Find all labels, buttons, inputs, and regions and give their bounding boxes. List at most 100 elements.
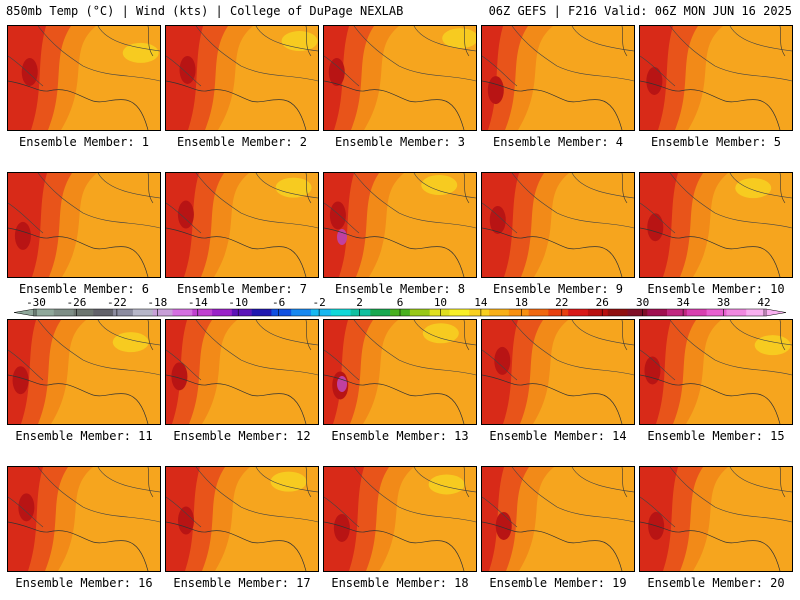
colorbar-swatch	[686, 309, 707, 316]
ensemble-member-label: Ensemble Member: 8	[334, 282, 466, 296]
ensemble-map-panel	[481, 172, 635, 278]
ensemble-map-panel	[165, 319, 319, 425]
ensemble-map-panel	[639, 466, 793, 572]
ensemble-member-label: Ensemble Member: 20	[647, 576, 785, 590]
ensemble-map-panel	[165, 466, 319, 572]
colorbar-tick-label: 42	[757, 296, 770, 309]
colorbar-swatch	[469, 309, 490, 316]
colorbar-swatch	[370, 309, 391, 316]
colorbar-tick-label: -2	[312, 296, 325, 309]
ensemble-member-label: Ensemble Member: 11	[15, 429, 153, 443]
colorbar-tick-label: -18	[147, 296, 167, 309]
ensemble-map-panel	[481, 319, 635, 425]
colorbar-swatch	[192, 309, 213, 316]
colorbar-swatch	[587, 309, 609, 316]
colorbar-tick-label: -14	[188, 296, 208, 309]
ensemble-member-label: Ensemble Member: 14	[489, 429, 627, 443]
ensemble-map-panel	[7, 319, 161, 425]
colorbar-swatch	[330, 309, 351, 316]
ensemble-map-panel	[323, 172, 477, 278]
colorbar-swatch	[528, 309, 549, 316]
ensemble-member-label: Ensemble Member: 19	[489, 576, 627, 590]
colorbar-swatch	[93, 309, 114, 316]
colorbar-tick-label: -22	[107, 296, 127, 309]
colorbar-tick-label: 38	[717, 296, 730, 309]
colorbar-swatch	[271, 309, 292, 316]
temperature-colorbar: -30 -26 -22 -18 -14 -10 -6 -2 2 6 10 14 18 22 26 30 34 38…	[13, 296, 787, 317]
ensemble-member-label: Ensemble Member: 4	[492, 135, 624, 149]
colorbar-tick-label: -30	[26, 296, 46, 309]
ensemble-map-panel	[7, 172, 161, 278]
ensemble-map-panel	[323, 319, 477, 425]
colorbar-swatch	[429, 309, 450, 316]
colorbar-low-arrow	[13, 308, 35, 317]
colorbar-high-arrow	[765, 308, 787, 317]
ensemble-member-label: Ensemble Member: 7	[176, 282, 308, 296]
ensemble-member-label: Ensemble Member: 9	[492, 282, 624, 296]
run-valid-time: 06Z GEFS | F216 Valid: 06Z MON JUN 16 20…	[488, 4, 792, 18]
colorbar-swatch	[291, 309, 312, 316]
colorbar-swatch	[726, 309, 747, 316]
ensemble-member-label: Ensemble Member: 16	[15, 576, 153, 590]
colorbar-swatch	[172, 309, 193, 316]
colorbar-swatch	[231, 309, 252, 316]
ensemble-member-label: Ensemble Member: 15	[647, 429, 785, 443]
colorbar-tick-label: -10	[228, 296, 248, 309]
colorbar-swatch	[647, 309, 668, 316]
colorbar-swatch	[132, 309, 154, 316]
ensemble-map-panel	[7, 466, 161, 572]
colorbar-swatch	[706, 309, 727, 316]
ensemble-member-label: Ensemble Member: 2	[176, 135, 308, 149]
colorbar-swatch	[212, 309, 233, 316]
colorbar-tick-label: 30	[636, 296, 649, 309]
colorbar-swatch	[350, 309, 371, 316]
colorbar-swatch	[152, 309, 173, 316]
colorbar-tick-label: 2	[356, 296, 363, 309]
ensemble-map-panel	[165, 172, 319, 278]
colorbar-swatch	[449, 309, 470, 316]
colorbar-tick-label: 6	[397, 296, 404, 309]
ensemble-map-panel	[481, 25, 635, 131]
colorbar-swatch	[73, 309, 94, 316]
ensemble-map-panel	[639, 172, 793, 278]
ensemble-map-panel	[323, 466, 477, 572]
ensemble-map-panel	[323, 25, 477, 131]
colorbar-tick-label: 34	[676, 296, 690, 309]
ensemble-member-label: Ensemble Member: 18	[331, 576, 469, 590]
ensemble-map-panel	[7, 25, 161, 131]
ensemble-member-label: Ensemble Member: 6	[18, 282, 150, 296]
colorbar-swatch	[568, 309, 589, 316]
colorbar-swatch	[310, 309, 332, 316]
colorbar-swatch	[667, 309, 688, 316]
ensemble-member-label: Ensemble Member: 17	[173, 576, 311, 590]
colorbar-swatch	[53, 309, 74, 316]
colorbar-swatch	[34, 309, 55, 316]
ensemble-member-label: Ensemble Member: 1	[18, 135, 150, 149]
colorbar-tick-label: -6	[272, 296, 285, 309]
ensemble-member-label: Ensemble Member: 13	[331, 429, 469, 443]
ensemble-map-panel	[639, 319, 793, 425]
ensemble-map-panel	[165, 25, 319, 131]
colorbar-swatch	[627, 309, 648, 316]
ensemble-member-label: Ensemble Member: 10	[647, 282, 785, 296]
colorbar-swatch	[548, 309, 569, 316]
map-title: 850mb Temp (°C) | Wind (kts) | College o…	[6, 4, 404, 18]
colorbar-tick-label: 14	[474, 296, 488, 309]
colorbar-swatch	[508, 309, 529, 316]
colorbar-tick-label: 10	[434, 296, 447, 309]
colorbar-swatch	[409, 309, 430, 316]
ensemble-member-label: Ensemble Member: 3	[334, 135, 466, 149]
colorbar-swatch	[607, 309, 628, 316]
ensemble-member-label: Ensemble Member: 5	[650, 135, 782, 149]
colorbar-tick-label: 26	[596, 296, 609, 309]
colorbar-swatch	[251, 309, 272, 316]
colorbar-swatch	[113, 309, 134, 316]
colorbar-tick-label: 18	[515, 296, 528, 309]
colorbar-swatch	[489, 309, 510, 316]
ensemble-member-label: Ensemble Member: 12	[173, 429, 311, 443]
colorbar-swatch	[746, 309, 767, 316]
ensemble-map-panel	[639, 25, 793, 131]
colorbar-tick-label: -26	[67, 296, 87, 309]
colorbar-tick-label: 22	[555, 296, 568, 309]
ensemble-map-panel	[481, 466, 635, 572]
